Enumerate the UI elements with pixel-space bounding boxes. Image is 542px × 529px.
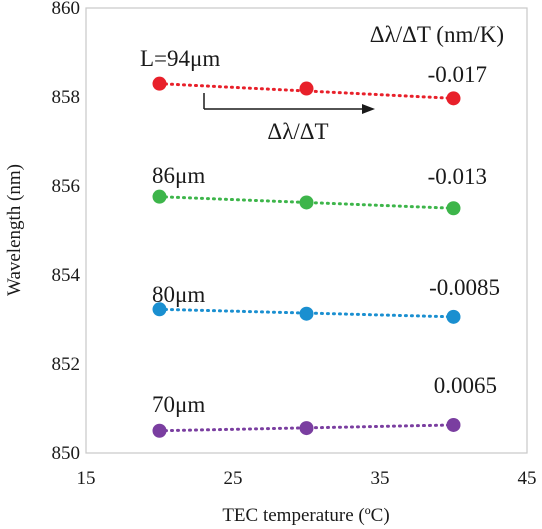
slope-header: Δλ/ΔT (nm/K) xyxy=(370,22,504,47)
y-tick-label: 854 xyxy=(52,265,81,286)
temperature-arrow xyxy=(203,93,375,114)
data-point xyxy=(299,306,314,321)
series-label-86um: 86μm xyxy=(152,163,205,188)
trend-line-2 xyxy=(158,307,455,319)
slope-value-80um: -0.0085 xyxy=(429,275,500,300)
y-tick-label: 856 xyxy=(52,176,81,197)
slope-value-86um: -0.013 xyxy=(428,164,487,189)
x-tick-label: 35 xyxy=(371,468,390,489)
series-label-70um: 70μm xyxy=(152,392,205,417)
data-point xyxy=(446,91,461,106)
data-point xyxy=(446,417,461,432)
data-point xyxy=(152,76,167,91)
y-tick-label: 858 xyxy=(52,87,81,108)
x-tick-label: 25 xyxy=(224,468,243,489)
data-point xyxy=(446,309,461,324)
slope-value-70um: 0.0065 xyxy=(434,373,497,398)
trend-line-0 xyxy=(158,82,455,100)
y-tick-label: 850 xyxy=(52,443,81,464)
data-point xyxy=(299,421,314,436)
y-tick-label: 852 xyxy=(52,354,81,375)
x-axis-title: TEC temperature (ºC) xyxy=(222,505,389,526)
y-axis-title: Wavelength (nm) xyxy=(4,164,25,296)
x-tick-label: 15 xyxy=(77,468,96,489)
y-tick-label: 860 xyxy=(52,0,81,19)
arrow-label: Δλ/ΔT xyxy=(267,119,328,144)
plot-frame xyxy=(85,7,528,454)
trend-line-1 xyxy=(158,195,455,210)
trend-line-3 xyxy=(158,423,455,433)
slope-value-94um: -0.017 xyxy=(428,62,487,87)
data-point xyxy=(299,81,314,96)
data-point xyxy=(152,302,167,317)
data-marks xyxy=(152,76,461,438)
data-point xyxy=(299,195,314,210)
series-label-94um: L=94μm xyxy=(140,46,220,71)
data-point xyxy=(446,201,461,216)
x-tick-label: 45 xyxy=(518,468,537,489)
data-point xyxy=(152,189,167,204)
data-point xyxy=(152,423,167,438)
